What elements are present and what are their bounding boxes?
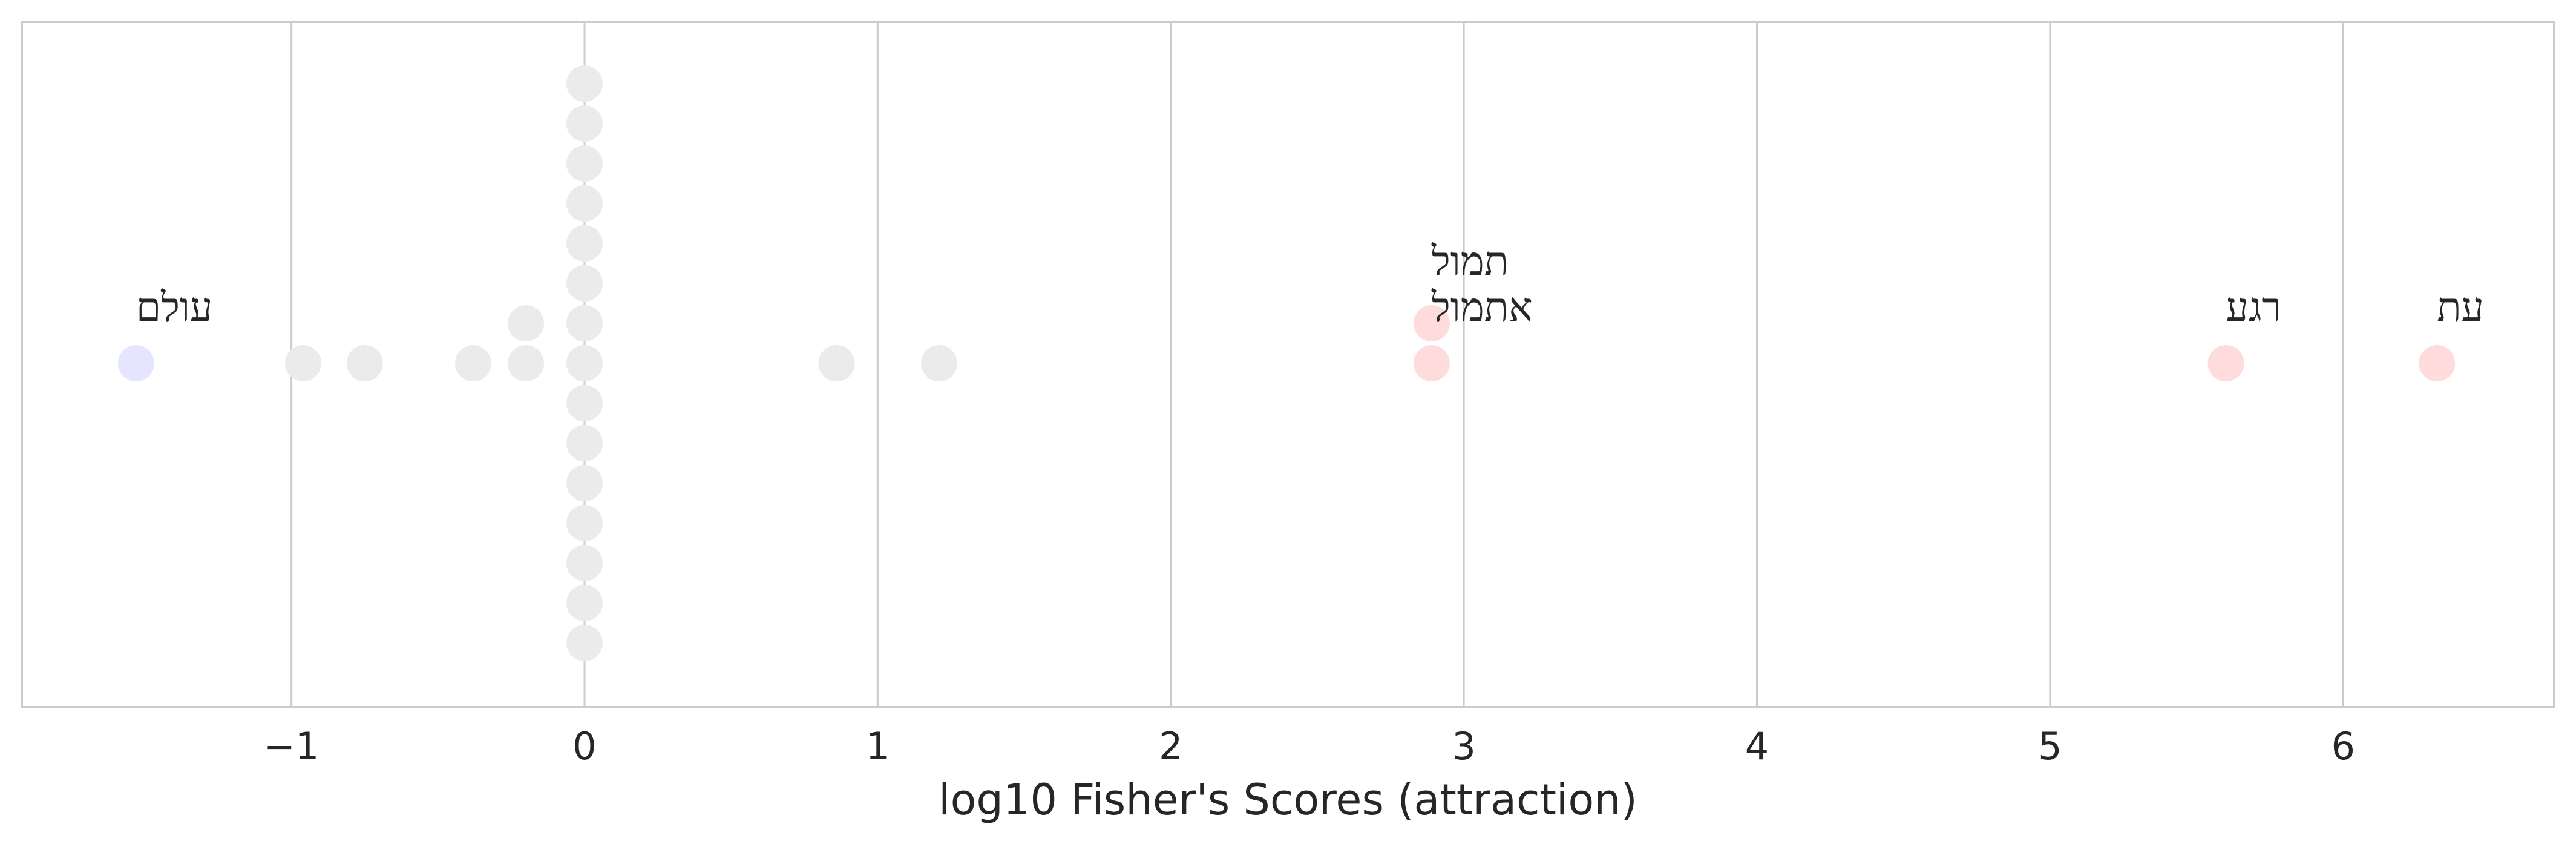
data-points [117,65,2456,661]
x-tick-label: 3 [1452,724,1475,768]
data-point [454,345,491,381]
data-point [818,345,855,381]
x-tick-label: −1 [264,724,319,768]
data-point [566,145,603,182]
x-tick-label: 1 [866,724,890,768]
word-label: עולם [136,284,212,331]
data-point [1413,305,1450,341]
x-tick-label: 0 [572,724,596,768]
data-point [566,425,603,461]
data-point [566,225,603,262]
data-point [566,385,603,421]
data-point [921,345,958,381]
data-point [566,505,603,541]
x-tick-label: 5 [2038,724,2062,768]
x-tick-label: 2 [1159,724,1182,768]
x-tick-labels: −1 0 1 2 3 4 5 6 [264,724,2355,768]
data-point [508,305,545,341]
word-label: תמול [1431,238,1509,285]
data-point [285,345,321,381]
x-tick-label: 4 [1745,724,1769,768]
data-point [566,545,603,581]
word-label: עת [2437,284,2484,331]
data-point [346,345,383,381]
data-point [2419,345,2456,381]
data-point [566,345,603,381]
x-tick-label: 6 [2332,724,2355,768]
data-point [566,305,603,341]
data-point [566,625,603,661]
data-point [566,105,603,142]
word-label: רגע [2226,284,2282,331]
plot-frame [21,21,2555,708]
data-point [117,345,154,381]
data-point [566,465,603,501]
data-point [508,345,545,381]
data-point [566,265,603,302]
data-point [2207,345,2244,381]
word-label: אתמול [1431,284,1533,331]
data-point [1413,345,1450,381]
data-point [566,65,603,102]
data-point [566,585,603,621]
data-point [566,185,603,222]
x-axis-title: log10 Fisher's Scores (attraction) [939,775,1637,825]
